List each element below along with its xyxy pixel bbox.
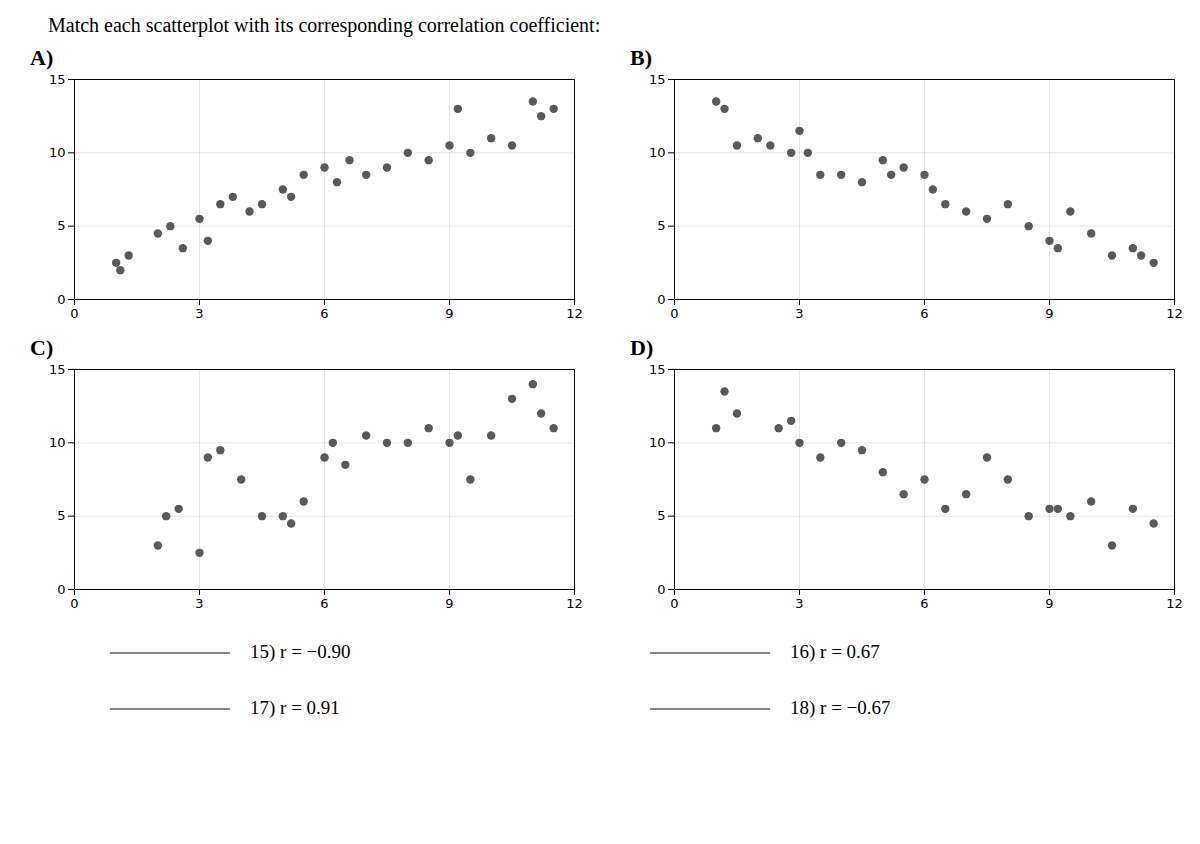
svg-text:0: 0 xyxy=(70,306,78,321)
svg-text:0: 0 xyxy=(57,582,65,597)
svg-text:0: 0 xyxy=(657,292,665,307)
svg-text:3: 3 xyxy=(195,596,203,611)
svg-text:3: 3 xyxy=(795,596,803,611)
svg-text:5: 5 xyxy=(657,508,665,523)
svg-text:10: 10 xyxy=(49,435,66,450)
svg-text:9: 9 xyxy=(445,306,453,321)
html-text:A): A) xyxy=(30,45,54,70)
html-text:16) r = 0.67: 16) r = 0.67 xyxy=(790,641,880,662)
svg-text:6: 6 xyxy=(920,306,928,321)
svg-text:3: 3 xyxy=(195,306,203,321)
html-text:Match each scatterplot with it: Match each scatterplot with its correspo… xyxy=(48,14,601,36)
svg-text:9: 9 xyxy=(1045,306,1053,321)
svg-text:12: 12 xyxy=(566,306,583,321)
svg-text:12: 12 xyxy=(566,596,583,611)
svg-text:6: 6 xyxy=(320,596,328,611)
svg-text:0: 0 xyxy=(670,306,678,321)
svg-text:12: 12 xyxy=(1166,306,1183,321)
svg-text:0: 0 xyxy=(670,596,678,611)
svg-text:12: 12 xyxy=(1166,596,1183,611)
svg-text:0: 0 xyxy=(57,292,65,307)
svg-text:0: 0 xyxy=(657,582,665,597)
svg-text:5: 5 xyxy=(57,218,65,233)
svg-text:9: 9 xyxy=(1045,596,1053,611)
svg-text:6: 6 xyxy=(320,306,328,321)
svg-text:10: 10 xyxy=(649,435,666,450)
svg-text:0: 0 xyxy=(70,596,78,611)
svg-text:5: 5 xyxy=(657,218,665,233)
svg-text:10: 10 xyxy=(49,145,66,160)
svg-text:10: 10 xyxy=(649,145,666,160)
html-text:C): C) xyxy=(30,335,54,360)
svg-text:15: 15 xyxy=(649,72,666,87)
html-text:18) r = −0.67: 18) r = −0.67 xyxy=(790,697,891,718)
svg-text:9: 9 xyxy=(445,596,453,611)
html-text:17) r = 0.91: 17) r = 0.91 xyxy=(250,697,340,718)
svg-text:15: 15 xyxy=(649,362,666,377)
svg-text:6: 6 xyxy=(920,596,928,611)
svg-text:5: 5 xyxy=(57,508,65,523)
html-text:15) r = −0.90: 15) r = −0.90 xyxy=(250,641,351,662)
html-text:B): B) xyxy=(630,45,652,70)
html-text:D): D) xyxy=(630,335,654,360)
svg-text:3: 3 xyxy=(795,306,803,321)
svg-text:15: 15 xyxy=(49,362,66,377)
svg-text:15: 15 xyxy=(49,72,66,87)
